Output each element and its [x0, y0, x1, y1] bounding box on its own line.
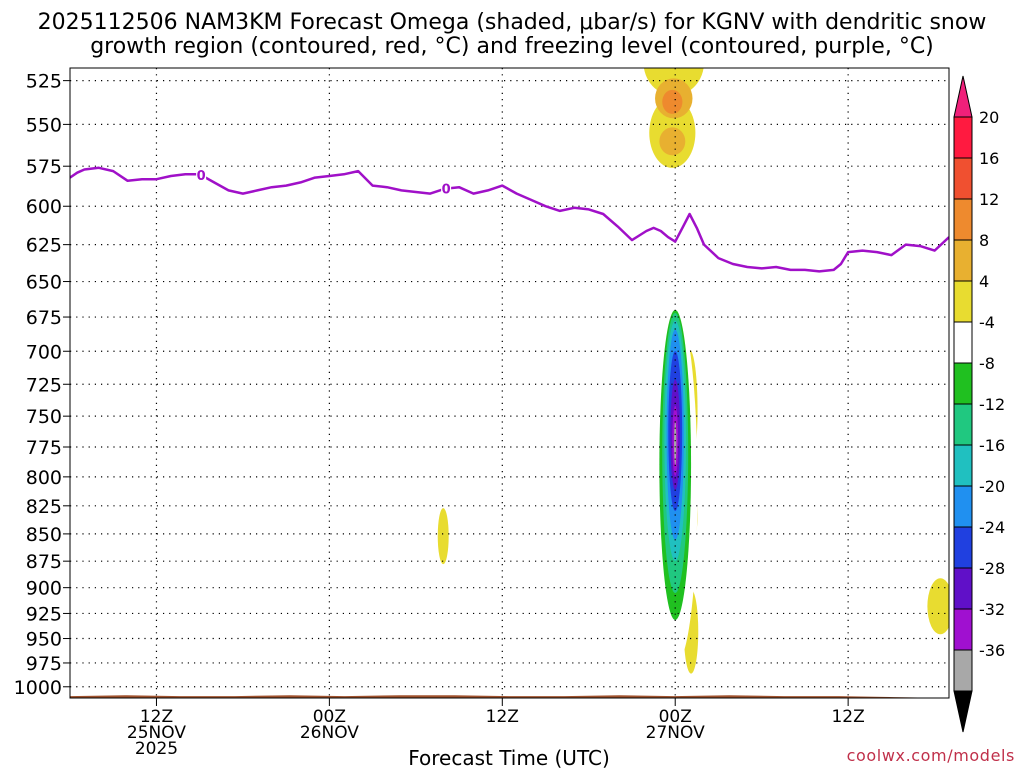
- colorbar-swatch--16: [953, 444, 973, 487]
- x-tick-label-3: 00Z: [659, 707, 692, 727]
- terrain-layer: [70, 695, 949, 698]
- y-tick-label-625: 625: [26, 235, 62, 257]
- colorbar: 20 16 12 8 4 -4 -8 -12 -16 -20 -24 -28 -32 -36: [953, 75, 1005, 733]
- colorbar-swatch-20: [953, 116, 973, 159]
- omega-region-4: [662, 89, 683, 114]
- colorbar-top-arrow: [953, 75, 973, 118]
- y-tick-label-675: 675: [26, 307, 62, 329]
- x-tick-date-1: 26NOV: [300, 723, 359, 743]
- x-tick-label-0: 12Z: [140, 707, 173, 727]
- y-tick-label-875: 875: [26, 551, 62, 573]
- freezing-label-bg-0: [196, 167, 207, 184]
- colorbar-label-10: -24: [979, 518, 1005, 537]
- colorbar-swatch--28: [953, 567, 973, 610]
- y-tick-label-925: 925: [26, 603, 62, 625]
- x-tick-date-0: 25NOV: [127, 723, 186, 743]
- y-tick-label-575: 575: [26, 156, 62, 178]
- x-tick-label-2: 12Z: [486, 707, 519, 727]
- y-tick-label-525: 525: [26, 71, 62, 93]
- colorbar-label-5: -4: [979, 313, 995, 332]
- colorbar-swatch--8: [953, 362, 973, 405]
- y-tick-label-550: 550: [26, 114, 62, 136]
- colorbar-label-9: -20: [979, 477, 1005, 496]
- freezing-level-label-0: 0: [197, 169, 206, 184]
- colorbar-label-7: -12: [979, 395, 1005, 414]
- x-tick-date-3: 27NOV: [646, 723, 705, 743]
- colorbar-label-2: 12: [979, 190, 999, 209]
- omega-region-12: [322, 550, 333, 647]
- omega-region-11: [927, 578, 949, 635]
- freezing-level-layer: 00: [70, 166, 949, 273]
- y-tick-label-725: 725: [26, 374, 62, 396]
- plot-frame: [69, 67, 950, 699]
- colorbar-swatch-8: [953, 239, 973, 282]
- x-tick-year-0: 2025: [135, 739, 178, 759]
- y-tick-label-700: 700: [26, 341, 62, 363]
- freezing-level-label-1: 0: [442, 183, 451, 198]
- colorbar-label-3: 8: [979, 231, 989, 250]
- y-tick-label-900: 900: [26, 578, 62, 600]
- colorbar-label-11: -28: [979, 559, 1005, 578]
- colorbar-label-8: -16: [979, 436, 1005, 455]
- omega-region-10: [437, 508, 449, 565]
- y-tick-label-775: 775: [26, 437, 62, 459]
- colorbar-label-6: -8: [979, 354, 995, 373]
- colorbar-swatch-4: [953, 280, 973, 323]
- colorbar-swatch--36: [953, 649, 973, 692]
- colorbar-swatch--24: [953, 526, 973, 569]
- chart-title-line-2: growth region (contoured, red, °C) and f…: [90, 34, 934, 59]
- colorbar-label-0: 20: [979, 108, 999, 127]
- grid-layer: [70, 68, 949, 698]
- omega-region-3: [659, 127, 686, 156]
- credit-text[interactable]: coolwx.com/models: [847, 746, 1015, 765]
- colorbar-label-12: -32: [979, 600, 1005, 619]
- colorbar-label-1: 16: [979, 149, 999, 168]
- y-tick-label-650: 650: [26, 272, 62, 294]
- freezing-level-line: [70, 166, 949, 273]
- y-tick-label-950: 950: [26, 629, 62, 651]
- omega-shading-layer: [322, 68, 949, 674]
- y-tick-label-1000: 1000: [14, 677, 62, 699]
- y-tick-label-600: 600: [26, 196, 62, 218]
- y-axis: 525 550 575 600 625 650 675 700 725 750 775 800 825 8…: [14, 71, 70, 699]
- colorbar-swatch-12: [953, 198, 973, 241]
- freezing-label-bg-1: [441, 180, 452, 197]
- x-tick-label-4: 12Z: [831, 707, 864, 727]
- colorbar-swatch--12: [953, 403, 973, 446]
- y-tick-label-825: 825: [26, 496, 62, 518]
- chart-title-line-1: 2025112506 NAM3KM Forecast Omega (shaded…: [38, 10, 987, 35]
- colorbar-bottom-arrow: [953, 690, 973, 733]
- colorbar-swatch-16: [953, 157, 973, 200]
- colorbar-label-13: -36: [979, 641, 1005, 660]
- colorbar-label-4: 4: [979, 272, 989, 291]
- y-tick-label-975: 975: [26, 653, 62, 675]
- x-axis-label: Forecast Time (UTC): [408, 746, 610, 768]
- colorbar-swatch--32: [953, 608, 973, 651]
- colorbar-swatch--4: [953, 321, 973, 364]
- y-tick-label-750: 750: [26, 406, 62, 428]
- y-tick-label-850: 850: [26, 524, 62, 546]
- y-tick-label-800: 800: [26, 467, 62, 489]
- colorbar-swatch--20: [953, 485, 973, 528]
- terrain-fill: [70, 695, 949, 698]
- omega-region-21: [674, 421, 677, 466]
- x-tick-label-1: 00Z: [313, 707, 346, 727]
